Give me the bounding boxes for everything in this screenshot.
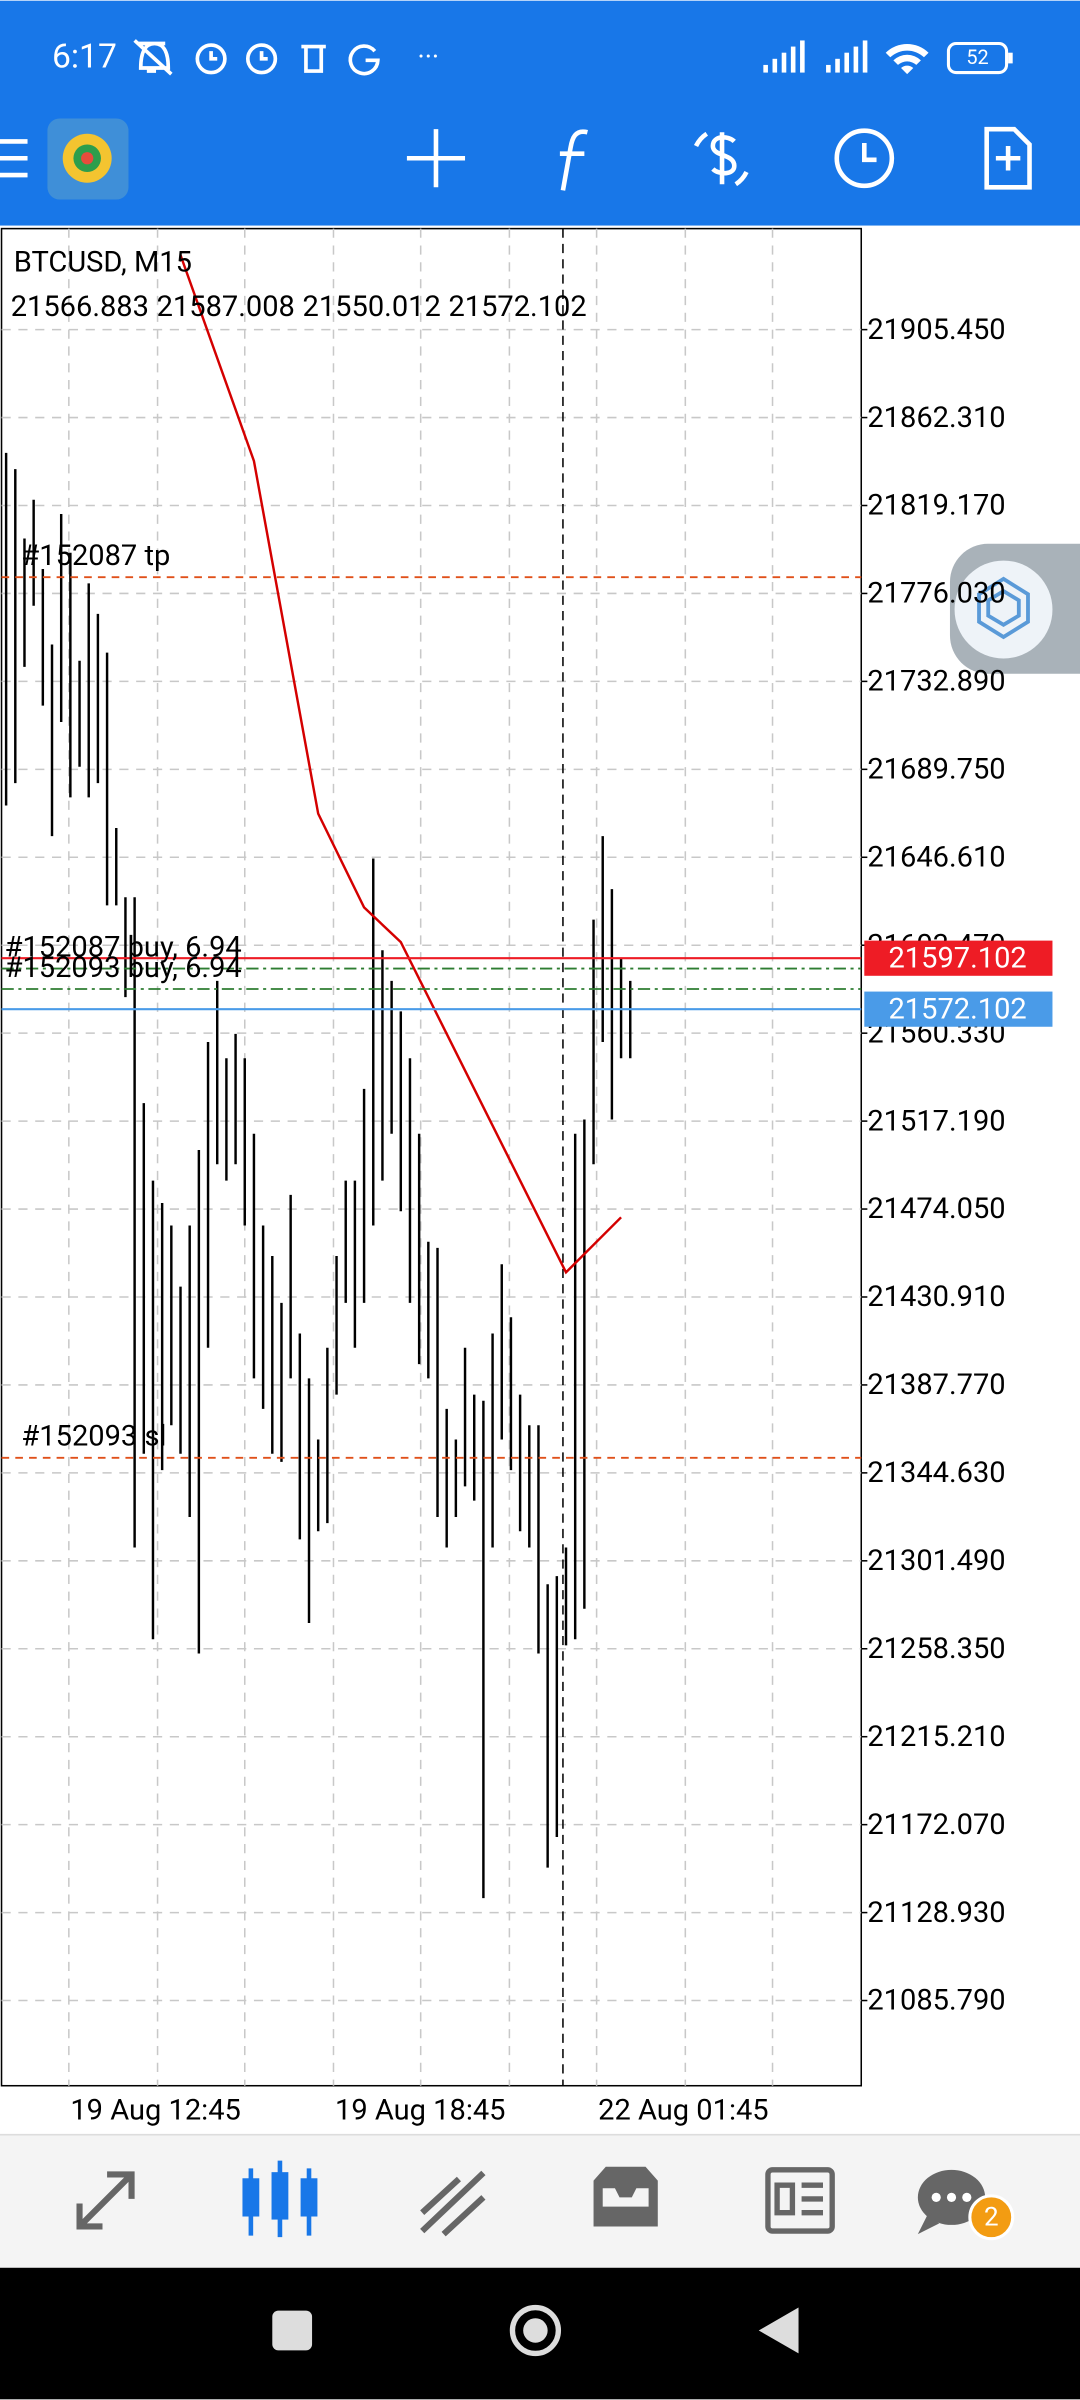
y-tick-label: 21085.790 [867, 1984, 1005, 2018]
ohlc-value: 21587.008 [157, 290, 295, 324]
menu-button[interactable] [0, 139, 28, 178]
nav-quotes[interactable] [76, 2171, 135, 2230]
y-tick-label: 21215.210 [867, 1720, 1005, 1754]
toolbar [0, 118, 1032, 200]
battery-tip [1008, 52, 1013, 64]
ohlc-value: 21572.102 [448, 290, 586, 324]
status-icons [133, 39, 380, 76]
back-button[interactable] [758, 2307, 799, 2354]
y-tick-label: 21732.890 [867, 665, 1005, 699]
order-level-label: #152093 buy, 6.94 [5, 951, 242, 985]
y-tick-label: 21776.030 [867, 577, 1005, 611]
x-tick-label: 22 Aug 01:45 [598, 2093, 769, 2127]
y-tick-label: 21172.070 [867, 1808, 1005, 1842]
y-tick-label: 21905.450 [867, 313, 1005, 347]
y-tick-label: 21474.050 [867, 1192, 1005, 1226]
floating-widget[interactable] [949, 543, 1080, 674]
y-tick-label: 21128.930 [867, 1896, 1005, 1930]
signal-icons [763, 40, 929, 75]
y-tick-label: 21387.770 [867, 1368, 1005, 1402]
battery-level: 52 [966, 46, 988, 69]
y-tick-label: 21689.750 [867, 753, 1005, 787]
x-tick-label: 19 Aug 12:45 [70, 2093, 241, 2127]
header [0, 0, 1080, 226]
y-tick-label: 21862.310 [867, 401, 1005, 435]
price-tag-label: 21597.102 [888, 941, 1026, 975]
battery [946, 41, 1009, 75]
nav-messages[interactable] [917, 2169, 986, 2235]
moving-average [179, 254, 622, 1275]
nav-chart[interactable] [242, 2160, 318, 2238]
indicators-button[interactable] [559, 129, 588, 191]
new-order-button[interactable] [984, 126, 1032, 190]
price-tag [864, 940, 1053, 976]
y-tick-label: 21819.170 [867, 489, 1005, 523]
y-tick-label: 21301.490 [867, 1544, 1005, 1578]
plot-frame [0, 227, 863, 2087]
trade-button[interactable] [693, 131, 749, 187]
order-level-label: #152093 sl [21, 1420, 166, 1454]
symbol-label: BTCUSD, M15 [14, 245, 192, 279]
crosshair-button[interactable] [406, 129, 466, 188]
ohlc-value: 21566.883 [11, 290, 149, 324]
nav-trade[interactable] [420, 2170, 486, 2237]
y-tick-label: 21517.190 [867, 1104, 1005, 1138]
price-tag [864, 991, 1053, 1027]
badge-count: 2 [984, 2203, 999, 2233]
ohlc-value: 21550.012 [303, 290, 441, 324]
badge [968, 2194, 1015, 2241]
status-more: ··· [418, 40, 440, 73]
price-tag-label: 21572.102 [888, 992, 1026, 1026]
y-tick-label: 21646.610 [867, 840, 1005, 874]
nav-history[interactable] [593, 2166, 658, 2227]
y-tick-label: 21430.910 [867, 1280, 1005, 1314]
chart [0, 227, 863, 2087]
home-button[interactable] [509, 2304, 562, 2357]
bottom-nav [0, 2134, 1080, 2268]
order-level-label: #152087 buy, 6.94 [5, 930, 242, 964]
recents-button[interactable] [272, 2310, 313, 2351]
history-button[interactable] [834, 128, 895, 189]
nav-news[interactable] [765, 2167, 835, 2234]
order-level-label: #152087 tp [21, 539, 170, 573]
y-tick-label: 21258.350 [867, 1632, 1005, 1666]
status-time: 6:17 [52, 38, 117, 77]
x-tick-label: 19 Aug 18:45 [335, 2093, 506, 2127]
y-tick-label: 21344.630 [867, 1456, 1005, 1490]
